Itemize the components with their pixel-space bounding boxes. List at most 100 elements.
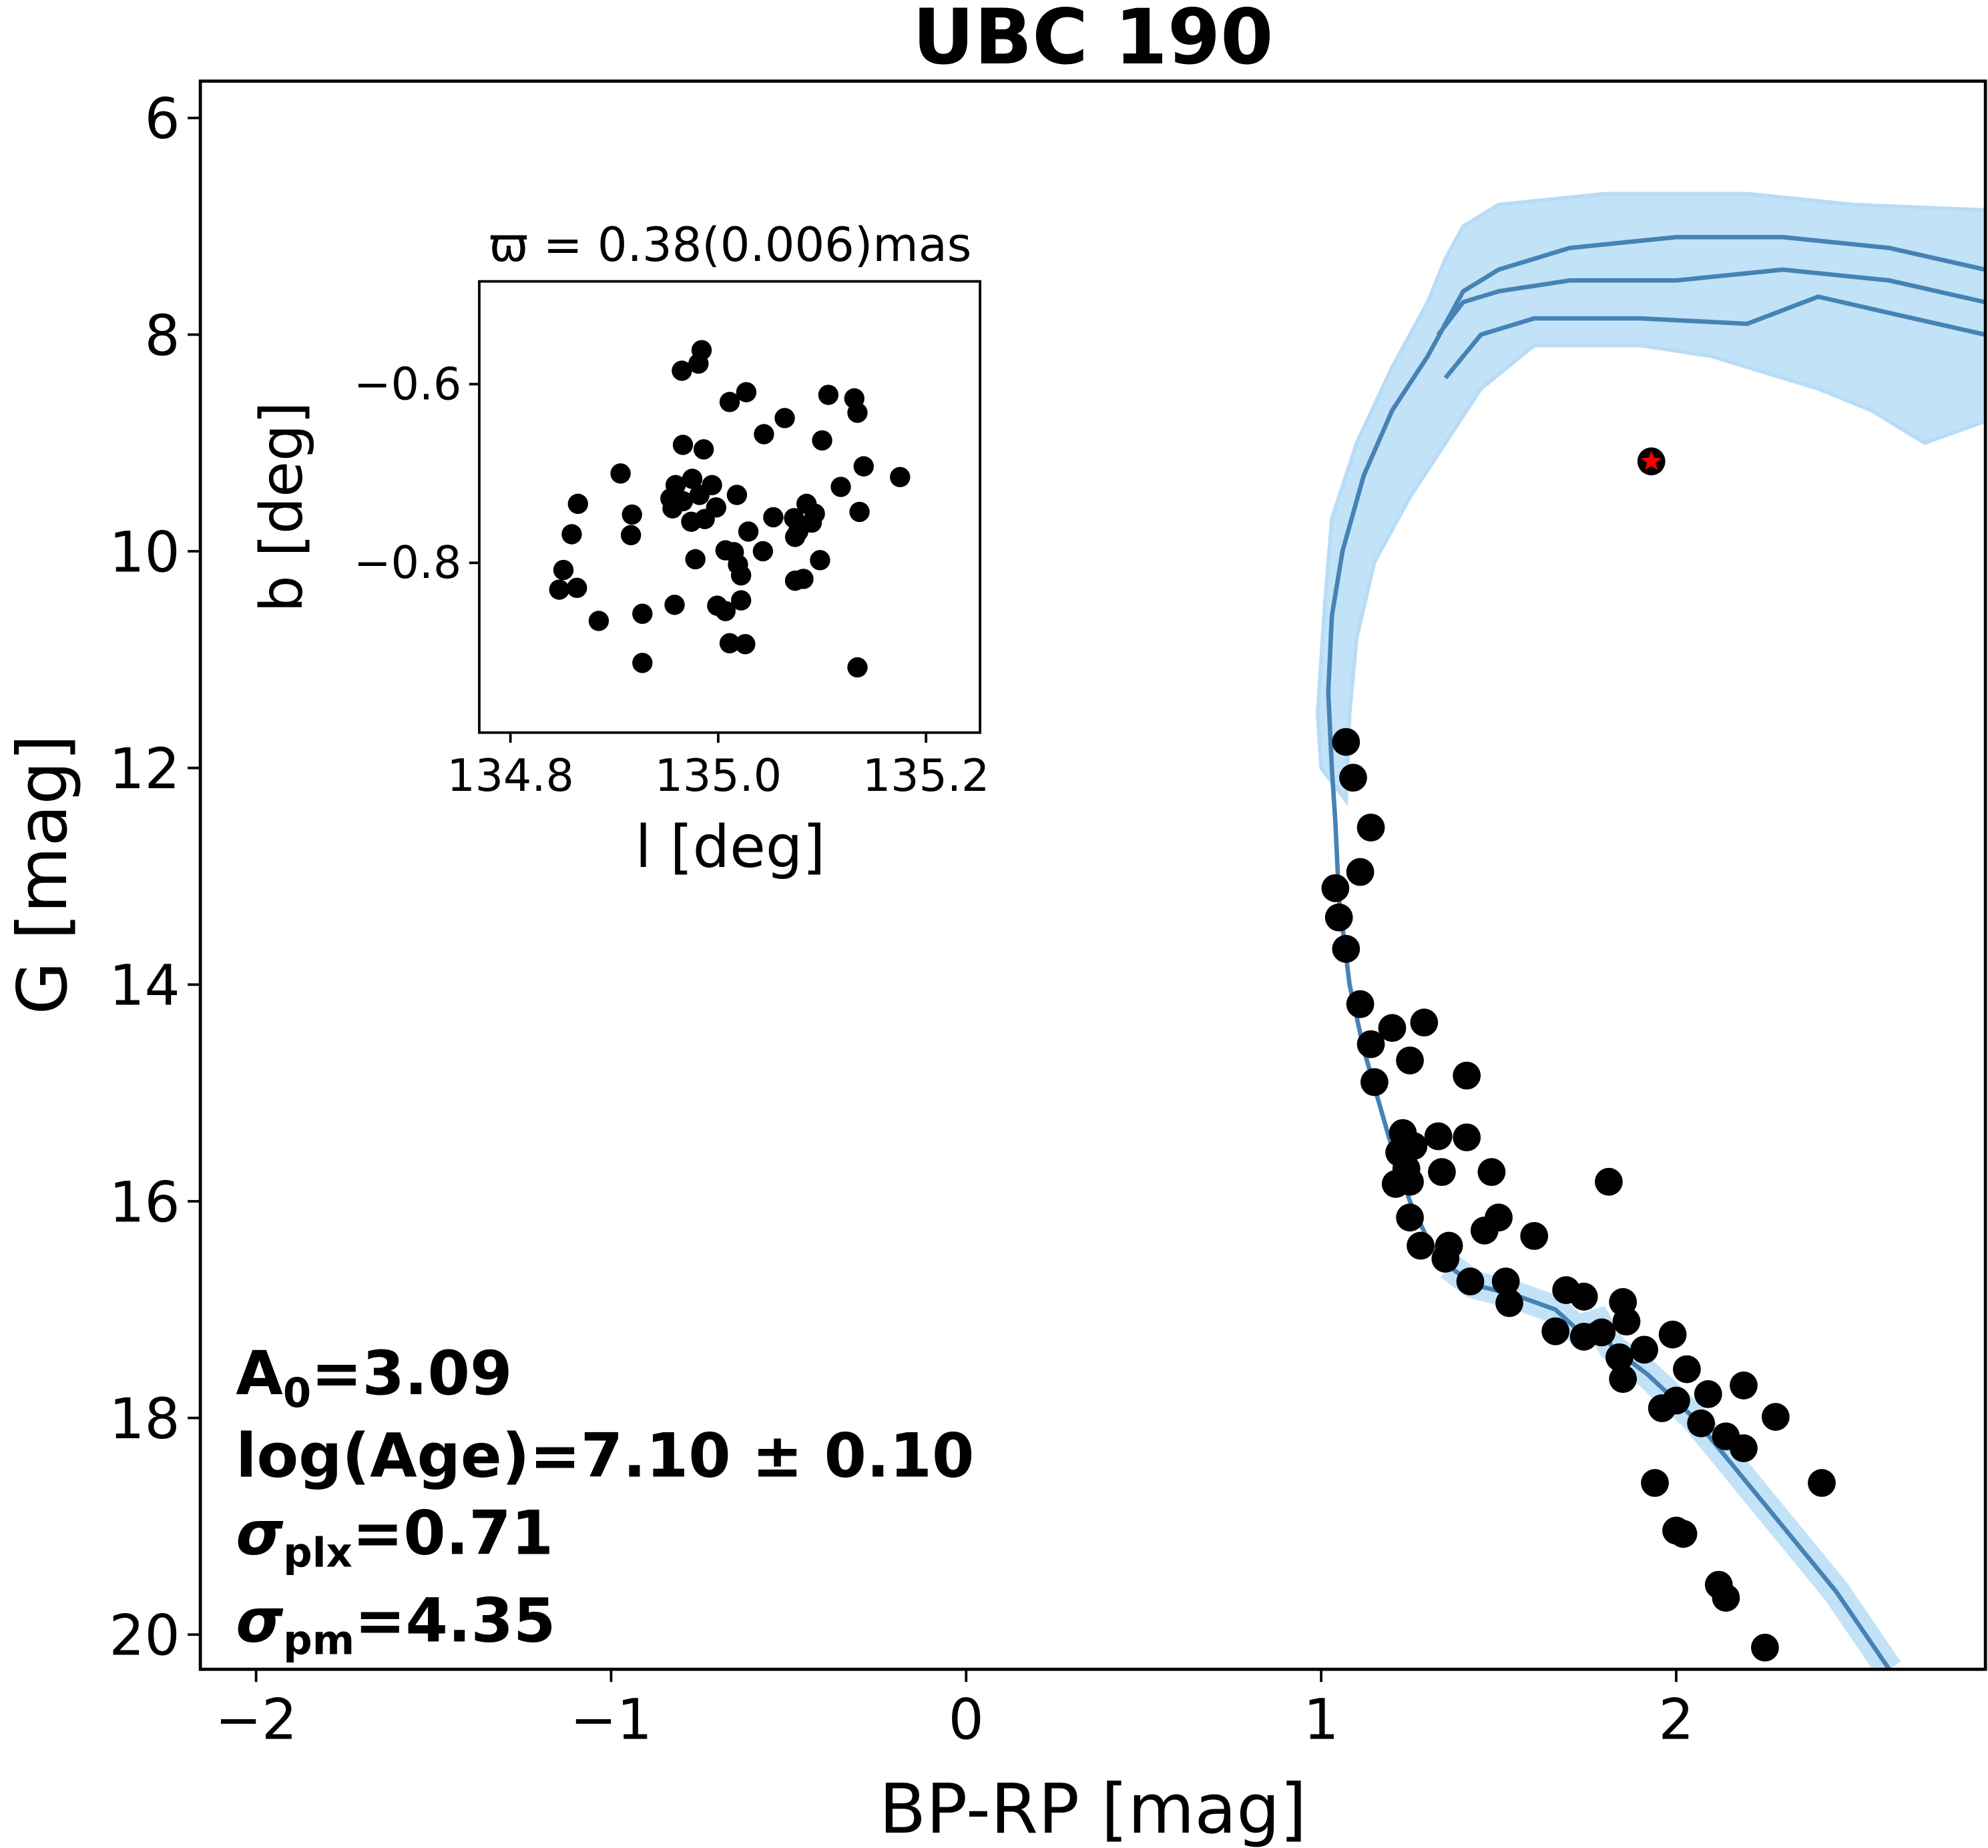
x-tick-label: 2 xyxy=(1658,1687,1694,1753)
member-star-point xyxy=(1658,1320,1687,1349)
member-star-point xyxy=(1332,727,1360,756)
inset-member-point xyxy=(738,521,759,542)
inset-member-point xyxy=(726,485,748,505)
member-star-point xyxy=(1453,1061,1481,1090)
member-star-point xyxy=(1641,1469,1669,1497)
y-tick-label: 6 xyxy=(145,86,180,151)
inset-member-point xyxy=(849,501,870,523)
member-star-point xyxy=(1648,1394,1676,1422)
inset-member-point xyxy=(689,485,710,505)
member-star-point xyxy=(1332,934,1360,963)
inset-member-point xyxy=(830,477,851,497)
member-star-point xyxy=(1541,1317,1570,1345)
inset-member-point xyxy=(730,565,752,586)
annotation-value: =3.09 xyxy=(311,1338,512,1409)
inset-member-point xyxy=(812,430,832,451)
red-star-icon xyxy=(1641,450,1662,471)
inset-member-point xyxy=(693,439,714,460)
inset-member-point xyxy=(752,541,774,562)
member-star-point xyxy=(1687,1409,1716,1438)
y-tick-label: 18 xyxy=(109,1386,180,1452)
inset-member-point xyxy=(610,463,631,484)
inset-member-point xyxy=(672,434,694,455)
inset-member-point xyxy=(890,467,911,488)
annotation-symbol: A xyxy=(236,1338,283,1409)
inset-member-point xyxy=(793,569,814,589)
member-star-point xyxy=(1396,1046,1424,1074)
annotation-line: σpm=4.35 xyxy=(236,1585,555,1664)
inset-member-point xyxy=(622,504,642,525)
inset-member-point xyxy=(682,469,703,489)
member-star-point xyxy=(1396,1167,1424,1196)
member-star-point xyxy=(1730,1434,1758,1462)
member-star-point xyxy=(1356,1030,1385,1058)
inset-member-point xyxy=(784,527,806,547)
inset-member-point xyxy=(567,577,587,599)
x-tick-label: 1 xyxy=(1304,1687,1339,1753)
member-star-point xyxy=(1399,1132,1428,1161)
member-star-point xyxy=(1712,1584,1740,1612)
isochrone-branch-3-line xyxy=(1443,294,1986,380)
main-axes-frame xyxy=(198,79,1987,1671)
inset-member-point xyxy=(763,507,784,528)
inset-member-point xyxy=(730,590,752,611)
member-star-point xyxy=(1594,1167,1623,1196)
inset-member-point xyxy=(553,559,574,581)
member-star-point xyxy=(1662,1516,1690,1545)
member-star-point xyxy=(1477,1158,1506,1187)
member-star-point xyxy=(1569,1282,1598,1311)
member-star-point xyxy=(1495,1289,1523,1317)
inset-member-point xyxy=(672,360,692,381)
member-star-point xyxy=(1605,1343,1634,1371)
member-star-point xyxy=(1410,1008,1439,1037)
annotation-value: =0.71 xyxy=(352,1498,553,1568)
annotation-subscript: 0 xyxy=(283,1370,311,1417)
inset-member-point xyxy=(774,408,795,428)
inset-member-point xyxy=(735,633,756,655)
annotation-symbol: log(Age)=7.10 ± 0.10 xyxy=(236,1421,974,1492)
x-axis-label: BP-RP [mag] xyxy=(879,1770,1306,1848)
inset-member-point xyxy=(719,392,740,412)
member-star-point xyxy=(1453,1123,1481,1152)
member-star-point xyxy=(1730,1371,1758,1400)
inset-axes-frame xyxy=(478,280,982,734)
x-tick-label: −1 xyxy=(570,1687,652,1753)
member-star-point xyxy=(1346,858,1375,886)
annotation-line: log(Age)=7.10 ± 0.10 xyxy=(236,1421,974,1492)
inset-member-point xyxy=(754,424,774,444)
member-star-point xyxy=(1324,903,1353,932)
inset-member-point xyxy=(847,657,868,678)
inset-member-point xyxy=(620,525,642,546)
member-star-point xyxy=(1520,1222,1549,1250)
inset-member-point xyxy=(853,456,874,477)
y-tick-label: 20 xyxy=(109,1603,180,1668)
member-star-point xyxy=(1431,1245,1460,1273)
member-star-point xyxy=(1346,990,1375,1018)
y-tick-label: 10 xyxy=(109,519,180,585)
member-star-point xyxy=(1672,1355,1701,1383)
member-star-point xyxy=(1761,1403,1790,1431)
x-tick-label: −2 xyxy=(215,1687,297,1753)
inset-x-tick-label: 135.2 xyxy=(862,749,989,802)
inset-member-point xyxy=(664,595,685,615)
annotation-subscript: plx xyxy=(283,1530,352,1576)
member-star-point xyxy=(1428,1158,1456,1187)
inset-y-tick-label: −0.8 xyxy=(354,537,461,589)
inset-member-point xyxy=(685,549,706,570)
inset-member-point xyxy=(632,603,653,624)
inset-x-tick-label: 135.0 xyxy=(655,749,782,802)
annotation-subscript: pm xyxy=(283,1617,354,1664)
annotation-value: =4.35 xyxy=(354,1585,555,1656)
member-star-point xyxy=(1808,1469,1836,1497)
inset-member-point xyxy=(588,611,609,631)
member-star-point xyxy=(1612,1307,1641,1336)
member-star-point xyxy=(1470,1216,1499,1245)
inset-member-point xyxy=(719,633,740,654)
member-star-point xyxy=(1424,1122,1453,1151)
inset-title: ϖ = 0.38(0.006)mas xyxy=(489,218,972,272)
member-star-point xyxy=(1356,814,1385,842)
annotation-line: A0=3.09 xyxy=(236,1338,512,1417)
inset-member-point xyxy=(632,653,653,673)
